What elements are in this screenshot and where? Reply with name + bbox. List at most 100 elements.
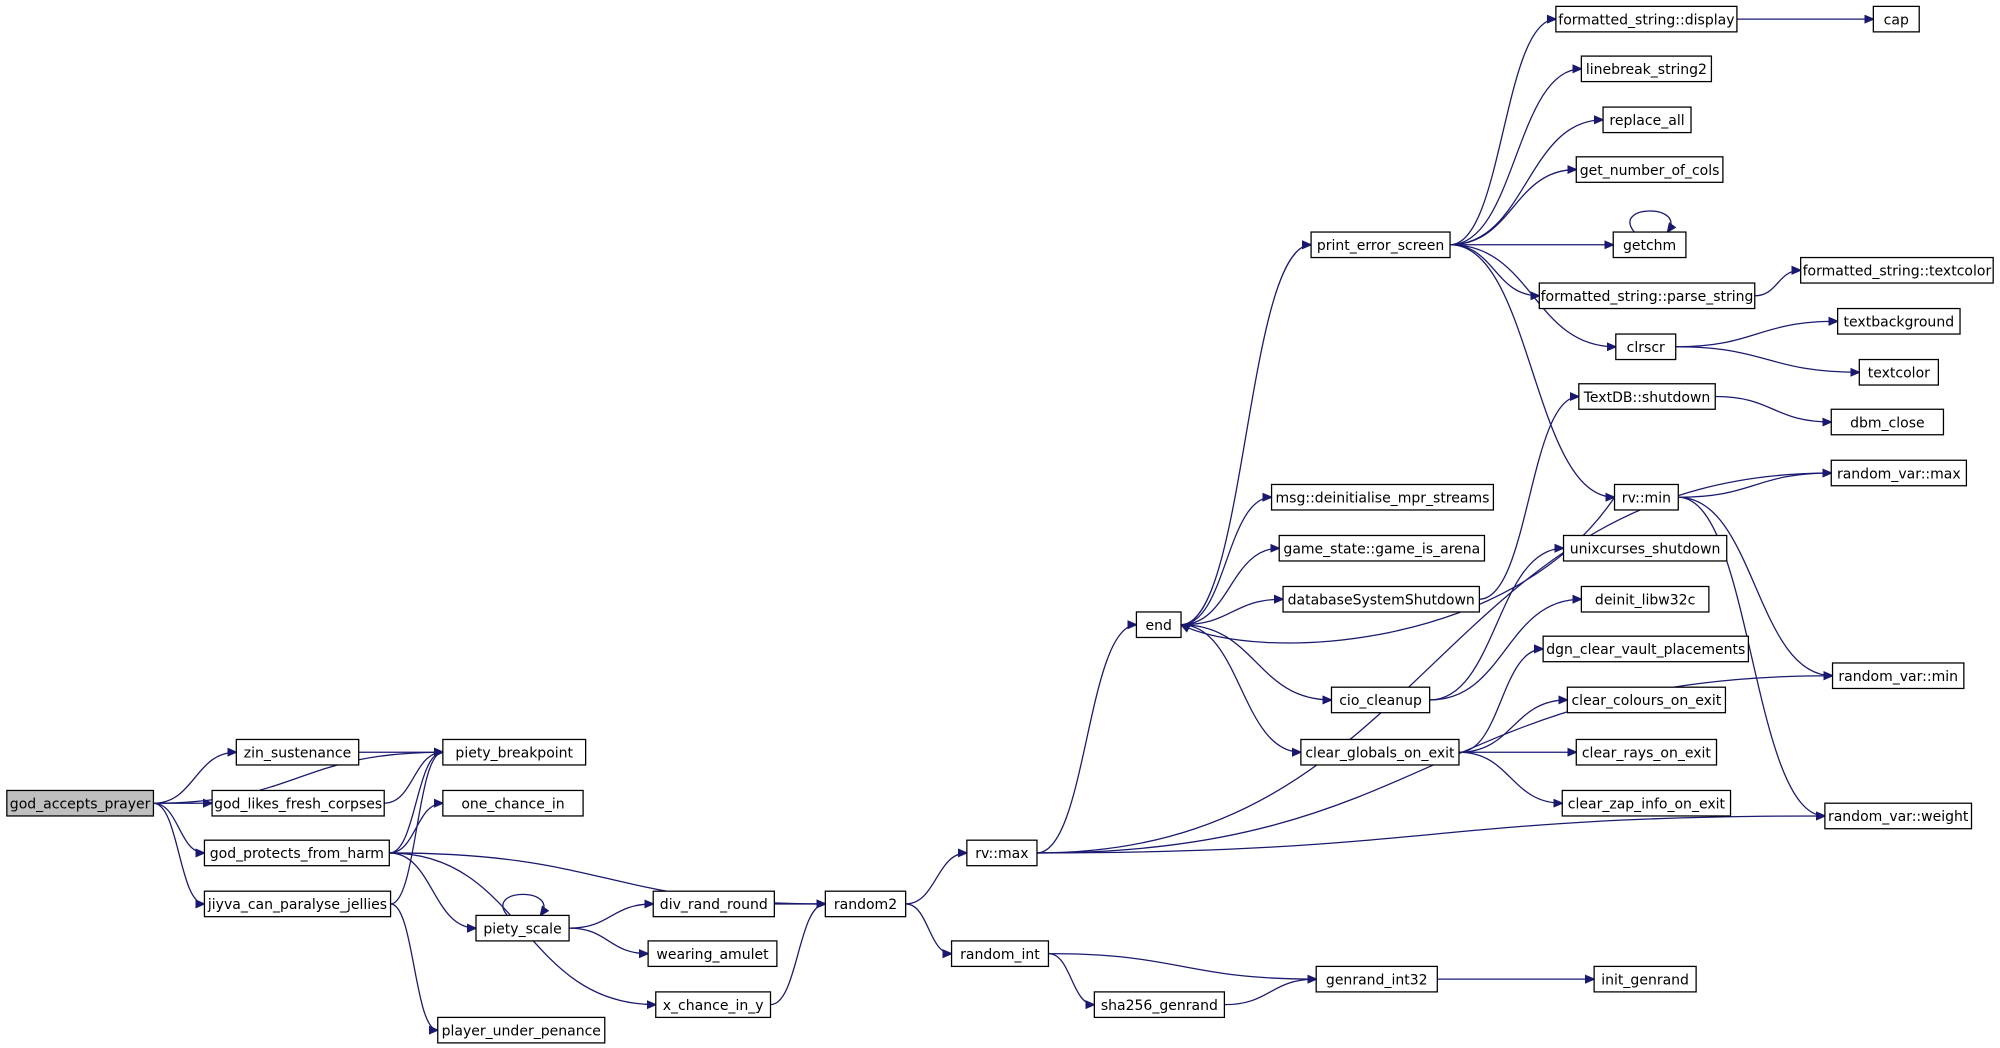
edge xyxy=(1450,170,1576,246)
edge xyxy=(1678,496,1832,675)
node-box xyxy=(1824,802,1973,830)
edge xyxy=(1754,270,1801,297)
node-box xyxy=(437,1016,606,1044)
edge xyxy=(1048,953,1316,979)
node-label: replace_all xyxy=(1609,113,1684,129)
node-box xyxy=(1300,738,1460,766)
edge xyxy=(1678,473,1831,498)
node-box xyxy=(475,914,570,942)
node-box xyxy=(1566,686,1727,714)
node-box xyxy=(1830,459,1968,487)
node-box xyxy=(1575,156,1724,183)
node-box xyxy=(1310,231,1451,259)
node-box xyxy=(1542,635,1750,663)
edge xyxy=(389,852,476,928)
node-box xyxy=(1831,662,1965,690)
node-label: unixcurses_shutdown xyxy=(1570,541,1721,557)
edge xyxy=(1181,497,1272,626)
edge xyxy=(1181,245,1311,626)
node-box xyxy=(824,890,907,918)
node-label: textcolor xyxy=(1868,366,1930,382)
edge xyxy=(569,927,648,953)
edge xyxy=(1036,625,1136,854)
node-label: rv::max xyxy=(975,846,1028,862)
node-box xyxy=(1562,534,1728,562)
edge xyxy=(1629,210,1671,232)
node-box xyxy=(1858,358,1939,386)
node-label: god_likes_fresh_corpses xyxy=(214,796,382,812)
node-label: linebreak_string2 xyxy=(1586,62,1707,78)
node-box xyxy=(1593,965,1697,993)
node-label: TextDB::shutdown xyxy=(1583,390,1711,406)
node-label: formatted_string::parse_string xyxy=(1541,289,1754,305)
edge xyxy=(905,903,952,954)
node-label: game_state::game_is_arena xyxy=(1283,541,1480,557)
node-label: print_error_screen xyxy=(1317,238,1444,254)
node-box xyxy=(442,738,587,766)
node-label: genrand_int32 xyxy=(1326,972,1428,988)
edge xyxy=(569,904,653,929)
edge xyxy=(1181,548,1279,626)
node-label: cap xyxy=(1884,12,1909,28)
node-box xyxy=(1578,383,1716,410)
edge xyxy=(1479,397,1578,600)
node-label: random_var::weight xyxy=(1828,809,1969,825)
node-box xyxy=(1278,534,1486,562)
edge xyxy=(153,752,236,804)
node-label: piety_breakpoint xyxy=(455,745,573,761)
nodes: god_accepts_prayer zin_sustenance piety_br… xyxy=(6,5,1994,1044)
edge xyxy=(389,803,443,854)
node-label: clear_colours_on_exit xyxy=(1571,693,1721,709)
node-box xyxy=(1602,106,1692,134)
node-label: clear_globals_on_exit xyxy=(1305,745,1455,761)
node-label: textbackground xyxy=(1844,315,1955,331)
node-box xyxy=(1580,55,1713,83)
node-label: end xyxy=(1146,618,1172,634)
edge xyxy=(1181,599,1283,626)
node-box xyxy=(1555,5,1738,33)
edge xyxy=(153,802,204,853)
edge xyxy=(1450,19,1556,246)
node-box xyxy=(1800,256,1994,284)
node-label: zin_sustenance xyxy=(244,745,351,761)
node-box xyxy=(1315,965,1438,993)
node-box xyxy=(203,890,392,918)
node-label: msg::deinitialise_mpr_streams xyxy=(1276,491,1490,507)
edge xyxy=(1181,624,1331,700)
node-label: one_chance_in xyxy=(461,796,564,812)
node-box xyxy=(1538,282,1756,310)
node-label: dbm_close xyxy=(1850,415,1925,431)
edge xyxy=(502,893,544,915)
node-label: dgn_clear_vault_placements xyxy=(1546,642,1745,658)
node-label: databaseSystemShutdown xyxy=(1288,592,1475,608)
node-box xyxy=(1836,307,1961,335)
edge xyxy=(1429,599,1582,701)
node-box xyxy=(1282,585,1481,613)
node-label: random_var::max xyxy=(1837,466,1961,482)
node-label: sha256_genrand xyxy=(1101,998,1218,1014)
edge xyxy=(1458,700,1567,753)
node-box xyxy=(1872,5,1920,33)
edge xyxy=(1458,649,1543,753)
node-label: random2 xyxy=(834,897,897,913)
edge xyxy=(1048,953,1094,1005)
node-label: wearing_amulet xyxy=(656,947,769,963)
node-box xyxy=(1093,991,1226,1019)
edge xyxy=(1224,979,1316,1006)
node-box xyxy=(1330,686,1431,714)
node-box xyxy=(1830,408,1945,436)
node-box xyxy=(1135,611,1182,639)
node-label: rv::min xyxy=(1622,491,1671,507)
edge xyxy=(1678,496,1825,816)
node-label: x_chance_in_y xyxy=(663,998,764,1014)
node-box xyxy=(6,789,155,817)
edge xyxy=(1036,816,1825,854)
node-box xyxy=(1613,483,1679,511)
node-label: formatted_string::display xyxy=(1558,12,1734,28)
node-box xyxy=(442,789,584,817)
node-box xyxy=(211,789,385,817)
node-label: deinit_libw32c xyxy=(1595,592,1695,608)
node-box xyxy=(1575,738,1718,766)
